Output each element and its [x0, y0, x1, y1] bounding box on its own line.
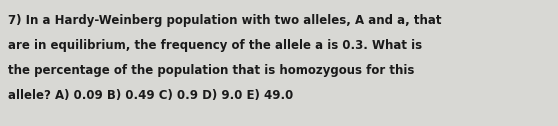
Text: 7) In a Hardy-Weinberg population with two alleles, A and a, that: 7) In a Hardy-Weinberg population with t…	[8, 14, 441, 27]
Text: allele? A) 0.09 B) 0.49 C) 0.9 D) 9.0 E) 49.0: allele? A) 0.09 B) 0.49 C) 0.9 D) 9.0 E)…	[8, 89, 294, 102]
Text: the percentage of the population that is homozygous for this: the percentage of the population that is…	[8, 64, 415, 77]
Text: are in equilibrium, the frequency of the allele a is 0.3. What is: are in equilibrium, the frequency of the…	[8, 39, 422, 52]
